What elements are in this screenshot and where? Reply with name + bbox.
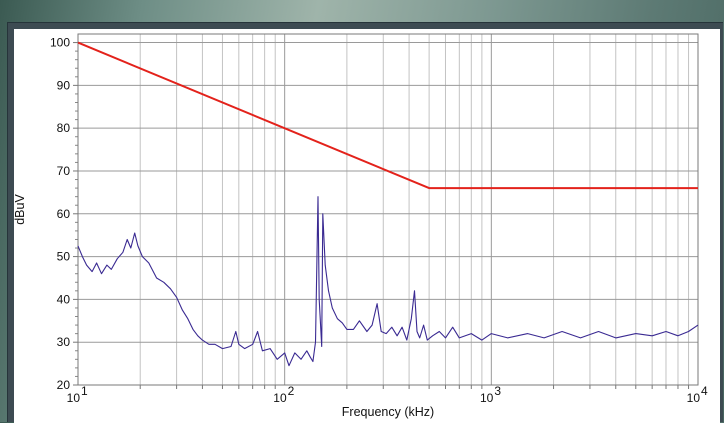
- x-tick-exponent: 2: [288, 384, 295, 398]
- x-tick-exponent: 1: [81, 384, 88, 398]
- plot-area: [78, 34, 698, 385]
- x-tick-exponent: 4: [701, 384, 708, 398]
- x-tick-exponent: 3: [494, 384, 501, 398]
- series-layer: [77, 41, 699, 367]
- y-tick-label: 100: [50, 36, 70, 50]
- measurement-trace: [77, 196, 699, 367]
- plot-border: [77, 33, 699, 386]
- y-tick-label: 70: [57, 164, 71, 178]
- limit-line: [77, 41, 698, 190]
- x-tick-label: 10 3: [480, 384, 501, 405]
- y-tick-label: 60: [57, 207, 71, 221]
- x-tick-labels: 10 1 10 2 10 3 10 4: [67, 384, 708, 405]
- x-tick-label: 10 4: [687, 384, 708, 405]
- grid-minor: [139, 34, 690, 385]
- y-tick-labels: 20 30 40 50 60 70 80 90 100: [50, 36, 70, 392]
- y-axis-title: dBuV: [13, 194, 27, 225]
- x-tick-label: 10 1: [67, 384, 88, 405]
- grid-major: [73, 33, 699, 389]
- y-tick-label: 50: [57, 250, 71, 264]
- chart-frame: 20 30 40 50 60 70 80 90 100 10 1 10 2 10 3 10 4 Frequen…: [7, 22, 723, 423]
- y-tick-label: 90: [57, 78, 71, 92]
- y-tick-label: 20: [57, 378, 71, 392]
- y-tick-label: 40: [57, 292, 71, 306]
- y-tick-label: 80: [57, 121, 71, 135]
- x-axis-title: Frequency (kHz): [342, 405, 434, 419]
- y-tick-label: 30: [57, 335, 71, 349]
- x-tick-base: 10: [273, 391, 287, 405]
- x-tick-label: 10 2: [273, 384, 294, 405]
- x-tick-base: 10: [480, 391, 494, 405]
- x-tick-base: 10: [67, 391, 81, 405]
- x-tick-base: 10: [687, 391, 701, 405]
